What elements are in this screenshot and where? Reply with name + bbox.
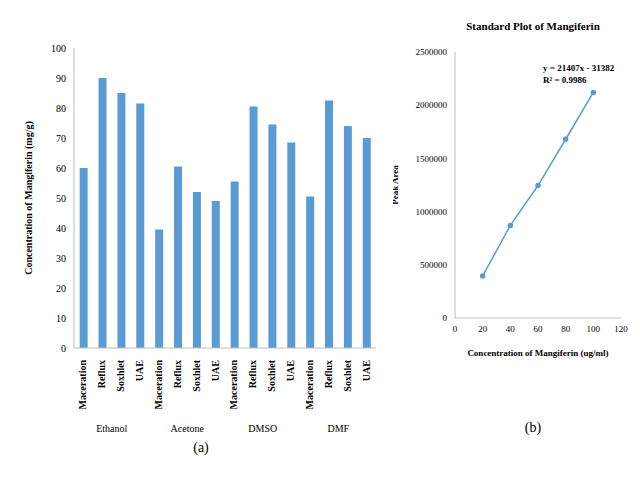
svg-text:20: 20 [478, 324, 488, 334]
html-text:y = 21407x - 31382: y = 21407x - 31382 [543, 63, 615, 73]
svg-text:UAE: UAE [210, 360, 221, 381]
svg-text:2000000: 2000000 [416, 100, 448, 110]
svg-text:Soxhlet: Soxhlet [342, 359, 353, 391]
svg-text:Maceration: Maceration [77, 360, 88, 410]
svg-text:20: 20 [56, 283, 66, 294]
svg-text:Reflux: Reflux [172, 360, 183, 388]
svg-text:500000: 500000 [420, 260, 448, 270]
svg-text:UAE: UAE [361, 360, 372, 381]
svg-text:Ethanol: Ethanol [96, 423, 127, 434]
svg-text:100: 100 [51, 43, 66, 54]
svg-text:Concentration of Mangiferin (u: Concentration of Mangiferin (ug/ml) [467, 348, 608, 358]
svg-text:Reflux: Reflux [323, 360, 334, 388]
html-text:(b): (b) [524, 420, 542, 435]
svg-text:50: 50 [56, 193, 66, 204]
html-text:(a): (a) [193, 440, 209, 455]
svg-text:Maceration: Maceration [304, 360, 315, 410]
svg-text:80: 80 [561, 324, 571, 334]
svg-text:DMF: DMF [327, 423, 349, 434]
svg-text:1500000: 1500000 [416, 154, 448, 164]
html-text:Standard Plot of Mangiferin: Standard Plot of Mangiferin [466, 20, 600, 32]
svg-text:80: 80 [56, 103, 66, 114]
svg-text:0: 0 [61, 343, 66, 354]
svg-text:70: 70 [56, 133, 66, 144]
svg-text:2500000: 2500000 [416, 47, 448, 57]
svg-text:UAE: UAE [285, 360, 296, 381]
svg-text:100: 100 [587, 324, 601, 334]
html-text:R² = 0.9986: R² = 0.9986 [543, 75, 587, 85]
svg-text:UAE: UAE [134, 360, 145, 381]
svg-text:Reflux: Reflux [96, 360, 107, 388]
svg-text:Soxhlet: Soxhlet [266, 359, 277, 391]
svg-text:Maceration: Maceration [228, 360, 239, 410]
svg-text:0: 0 [453, 324, 458, 334]
svg-text:Soxhlet: Soxhlet [115, 359, 126, 391]
svg-text:Soxhlet: Soxhlet [191, 359, 202, 391]
svg-text:Maceration: Maceration [153, 360, 164, 410]
svg-text:0: 0 [443, 313, 448, 323]
svg-text:Reflux: Reflux [247, 360, 258, 388]
svg-text:90: 90 [56, 73, 66, 84]
svg-text:Concentration of Mangiferin (m: Concentration of Mangiferin (mg/g) [23, 121, 35, 275]
svg-text:10: 10 [56, 313, 66, 324]
svg-text:1000000: 1000000 [416, 207, 448, 217]
svg-text:120: 120 [614, 324, 628, 334]
svg-text:DMSO: DMSO [248, 423, 277, 434]
svg-text:Peak Area: Peak Area [393, 165, 400, 205]
svg-text:30: 30 [56, 253, 66, 264]
svg-text:40: 40 [506, 324, 515, 334]
svg-text:60: 60 [56, 163, 66, 174]
svg-text:Acetone: Acetone [171, 423, 205, 434]
svg-text:40: 40 [56, 223, 66, 234]
svg-text:60: 60 [534, 324, 544, 334]
